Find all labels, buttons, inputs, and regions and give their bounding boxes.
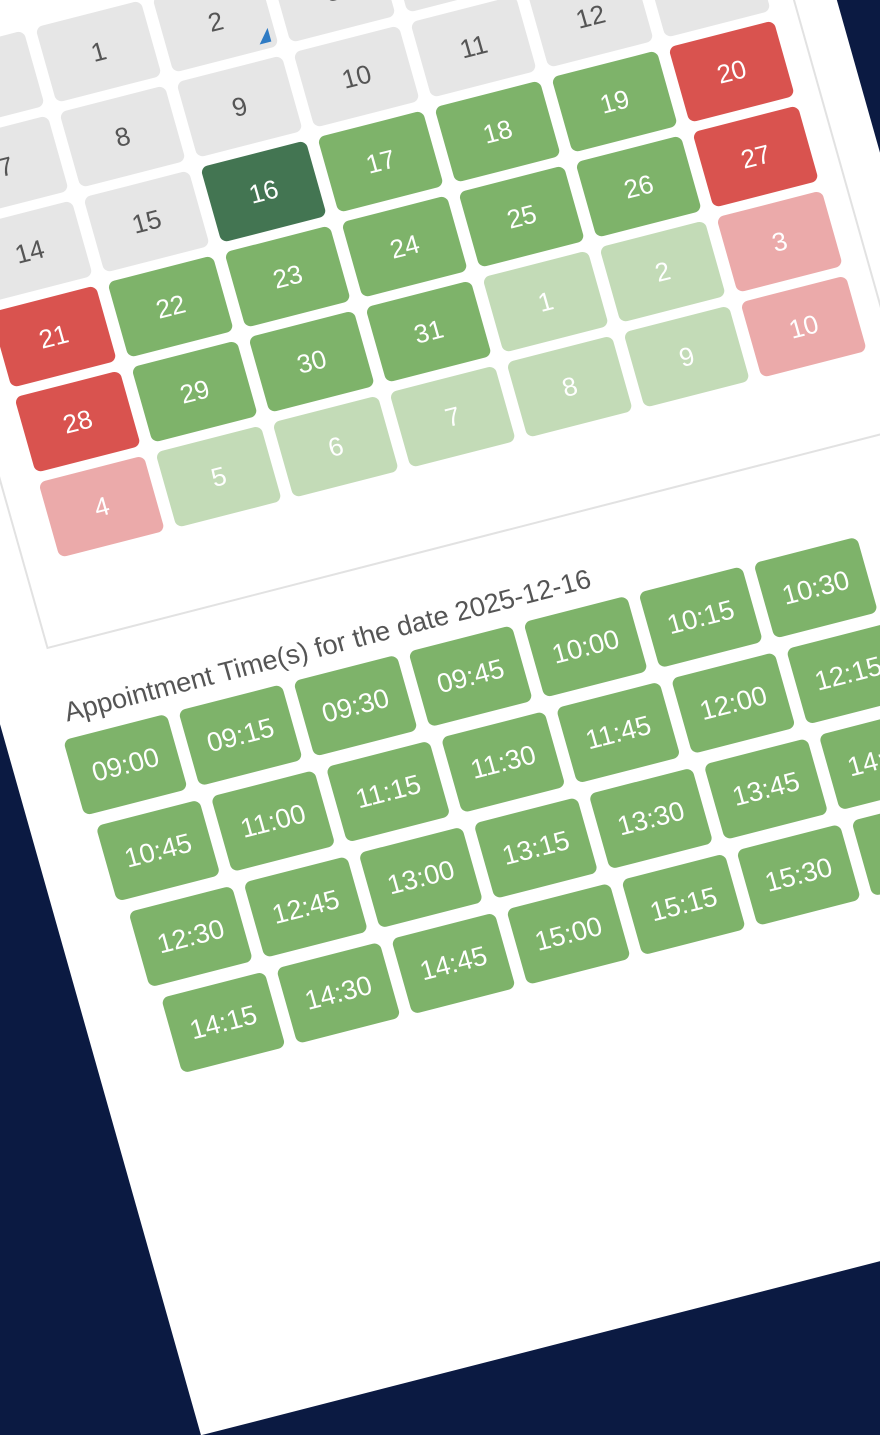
day-number: 22 [152, 288, 189, 325]
day-number: 29 [176, 373, 213, 410]
day-cell[interactable]: 19 [551, 50, 678, 153]
day-cell: 8 [59, 85, 186, 188]
day-cell[interactable]: 8 [506, 335, 633, 438]
day-number: 23 [269, 258, 306, 295]
day-cell[interactable]: 29 [131, 340, 258, 443]
day-cell: 9 [176, 55, 303, 158]
day-number: 3 [321, 0, 344, 8]
day-cell: 7 [0, 115, 69, 218]
day-cell[interactable]: 25 [458, 165, 585, 268]
day-number: 10 [338, 57, 375, 95]
day-number: 20 [713, 53, 750, 90]
weekday-header-su: Su [0, 0, 18, 36]
day-cell[interactable]: 4 [38, 455, 165, 558]
day-number: 18 [479, 113, 516, 150]
day-cell[interactable]: 31 [365, 280, 492, 383]
day-number: 10 [785, 308, 822, 345]
day-cell[interactable]: 2 [599, 220, 726, 323]
day-number: 1 [534, 284, 557, 318]
day-cell: 15 [83, 170, 210, 273]
day-cell[interactable]: 7 [389, 365, 516, 468]
day-number: 28 [59, 403, 96, 440]
day-number: 3 [768, 224, 791, 258]
day-number: 16 [245, 173, 282, 210]
day-number: 4 [90, 489, 113, 523]
day-cell[interactable]: 9 [623, 305, 750, 408]
day-cell[interactable]: 26 [575, 135, 702, 238]
day-cell: 10 [293, 25, 420, 128]
day-number: 1 [87, 34, 110, 68]
day-cell: 1 [35, 0, 162, 103]
day-number: 25 [503, 198, 540, 235]
day-number: 21 [35, 318, 72, 355]
day-number: 15 [128, 203, 165, 240]
day-number: 7 [0, 149, 17, 183]
day-cell[interactable]: 21 [0, 285, 117, 388]
day-cell[interactable]: 5 [155, 425, 282, 528]
day-cell[interactable]: 23 [224, 225, 351, 328]
day-number: 9 [675, 339, 698, 373]
day-cell[interactable]: 22 [107, 255, 234, 358]
day-cell[interactable]: 20 [668, 20, 795, 123]
day-cell: 14 [0, 200, 93, 303]
day-cell[interactable]: 6 [272, 395, 399, 498]
day-number: 26 [620, 168, 657, 205]
day-cell[interactable]: 18 [434, 80, 561, 183]
day-number: 7 [441, 399, 464, 433]
day-number: 13 [689, 0, 726, 5]
day-number: 2 [204, 4, 227, 38]
day-number: 24 [386, 228, 423, 265]
day-cell[interactable]: 16 [200, 140, 327, 243]
day-number: 19 [596, 83, 633, 120]
day-cell[interactable]: 27 [692, 105, 819, 208]
day-cell[interactable]: 3 [716, 190, 843, 293]
day-cell: 11 [410, 0, 537, 98]
day-cell[interactable]: 28 [14, 370, 141, 473]
day-cell[interactable]: 1 [482, 250, 609, 353]
day-number: 11 [456, 28, 491, 64]
day-number: 2 [651, 254, 674, 288]
day-cell[interactable]: 24 [341, 195, 468, 298]
day-number: 30 [293, 343, 330, 380]
day-number: 6 [324, 429, 347, 463]
day-number: 12 [572, 0, 609, 35]
day-number: 27 [737, 138, 774, 175]
day-number: 14 [11, 233, 48, 270]
day-cell[interactable]: 30 [248, 310, 375, 413]
today-marker-icon [255, 27, 272, 45]
day-cell[interactable]: 17 [317, 110, 444, 213]
day-number: 9 [228, 89, 251, 123]
day-number: 8 [111, 119, 134, 153]
day-number: 8 [558, 369, 581, 403]
day-number: 17 [362, 143, 399, 180]
day-cell[interactable]: 10 [740, 275, 867, 378]
day-number: 31 [410, 313, 447, 350]
day-number: 5 [207, 459, 230, 493]
